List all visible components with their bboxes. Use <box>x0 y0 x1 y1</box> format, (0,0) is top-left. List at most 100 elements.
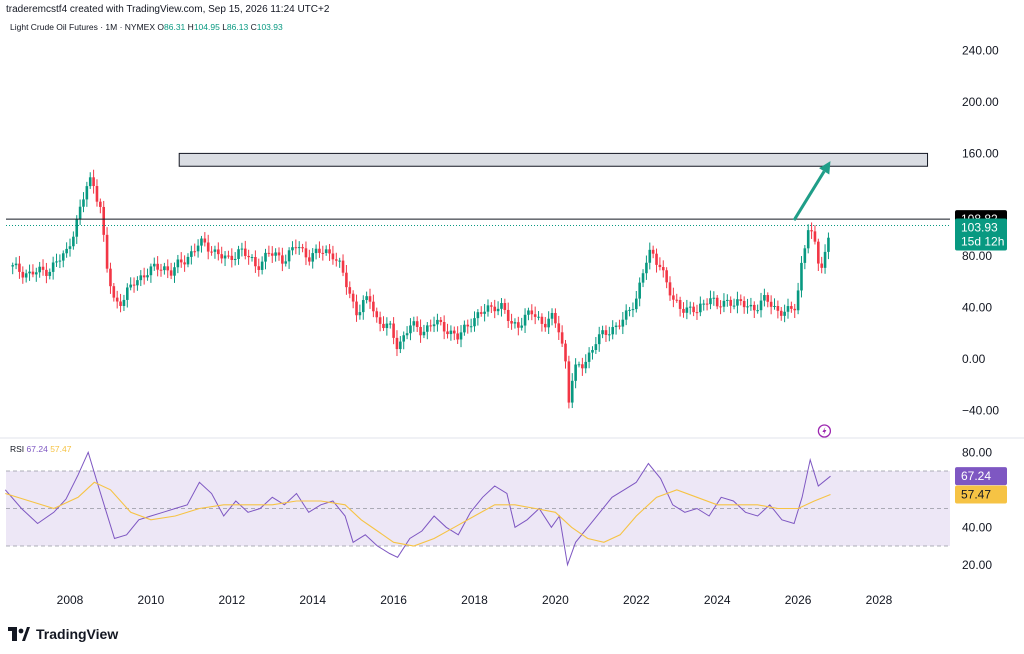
rsi-label[interactable]: RSI <box>10 444 25 454</box>
candle-body <box>112 286 116 298</box>
rsi-axis-tick-label: 20.00 <box>962 558 992 572</box>
price-axis-tick-label: 0.00 <box>962 352 986 366</box>
tradingview-logo[interactable]: TradingView <box>8 626 118 642</box>
candle-body <box>328 249 331 254</box>
candle-body <box>769 301 773 307</box>
candle-body <box>756 310 759 312</box>
candle-body <box>479 312 483 314</box>
candle-body <box>38 266 41 273</box>
candle-body <box>597 334 601 345</box>
candle-body <box>68 246 72 249</box>
rsi-ma-line <box>5 481 831 547</box>
candle-body <box>685 307 689 313</box>
candle-body <box>608 334 611 336</box>
candle-body <box>220 254 223 259</box>
candle-body <box>624 310 628 320</box>
candle-body <box>405 333 409 336</box>
candle-body <box>513 322 517 324</box>
candle-body <box>436 319 439 325</box>
candle-body <box>432 324 436 327</box>
candle-body <box>715 297 719 307</box>
candle-body <box>365 296 368 301</box>
candle-body <box>469 326 473 328</box>
candle-body <box>409 325 412 334</box>
candle-body <box>567 361 571 403</box>
candle-body <box>388 323 392 325</box>
candle-body <box>641 273 645 283</box>
candle-body <box>705 303 709 305</box>
candle-body <box>426 325 429 332</box>
rsi-axis-tick-label: 40.00 <box>962 520 992 534</box>
time-axis-tick-label: 2022 <box>623 593 650 607</box>
candle-body <box>635 298 638 310</box>
candle-body <box>277 252 281 256</box>
candle-body <box>726 299 729 301</box>
candle-body <box>543 323 547 328</box>
candle-body <box>41 266 45 270</box>
resistance-zone-box <box>178 152 929 167</box>
candle-body <box>790 306 793 309</box>
candle-body <box>668 282 672 296</box>
rsi-ma-value-tag: 57.47 <box>955 485 1007 504</box>
projection-arrow-head <box>819 161 831 175</box>
candle-body <box>345 272 348 288</box>
candle-body <box>510 320 513 324</box>
candle-body <box>446 331 449 335</box>
candle-body <box>55 261 58 263</box>
candle-body <box>152 263 156 267</box>
candle-body <box>719 306 722 308</box>
symbol-name[interactable]: Light Crude Oil Futures · 1M · NYMEX <box>10 22 156 32</box>
candle-body <box>463 324 466 333</box>
candle-body <box>793 308 797 311</box>
price-axis-tick-label: 200.00 <box>962 95 999 109</box>
brand-name: TradingView <box>36 626 119 642</box>
candle-body <box>466 324 470 327</box>
candle-body <box>250 257 254 259</box>
candle-body <box>355 301 358 316</box>
candle-body <box>729 299 732 306</box>
candle-body <box>28 271 31 274</box>
axis-layer: 240.00 200.00 160.00 80.00 40.00 0.00 −40.00 80… <box>57 44 1000 607</box>
candle-body <box>136 280 139 286</box>
candle-body <box>746 306 749 308</box>
candle-body <box>581 364 584 369</box>
rsi-value-tag: 67.24 <box>955 467 1007 486</box>
candle-body <box>301 247 304 249</box>
candle-body <box>361 300 365 313</box>
candle-body <box>321 252 325 254</box>
candle-body <box>665 270 668 283</box>
candle-body <box>11 265 14 267</box>
candle-body <box>176 259 180 268</box>
candle-body <box>308 257 311 262</box>
candle-body <box>368 296 372 302</box>
candle-body <box>419 326 422 336</box>
candle-body <box>314 248 318 254</box>
candle-body <box>766 295 770 302</box>
rsi-ma-value: 57.47 <box>50 444 72 454</box>
candle-body <box>537 316 540 318</box>
candle-body <box>645 262 648 274</box>
candle-body <box>85 186 89 200</box>
rsi-line <box>4 450 831 567</box>
tradingview-logo-icon <box>8 627 30 641</box>
candle-body <box>527 310 530 315</box>
candle-body <box>95 186 99 202</box>
candle-body <box>227 255 230 257</box>
candle-body <box>473 318 476 327</box>
last-price-tag-text: 15d 12h <box>961 234 1004 248</box>
candle-body <box>92 177 95 187</box>
candle-body <box>18 263 21 272</box>
candle-body <box>156 263 159 270</box>
time-axis-tick-label: 2016 <box>380 593 407 607</box>
candle-body <box>254 257 257 267</box>
candle-body <box>587 352 591 362</box>
candle-body <box>429 325 432 327</box>
candle-body <box>695 312 699 314</box>
candle-body <box>399 341 402 350</box>
candle-body <box>631 309 635 311</box>
candle-body <box>392 323 395 338</box>
candle-body <box>264 252 267 262</box>
